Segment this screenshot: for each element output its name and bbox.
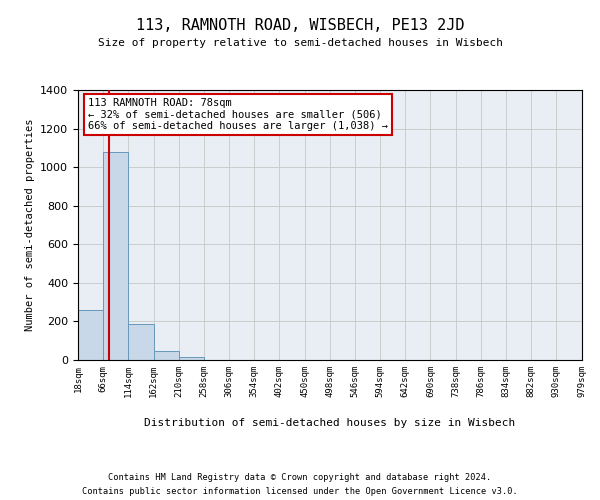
Bar	[179, 357, 204, 360]
Text: 113 RAMNOTH ROAD: 78sqm
← 32% of semi-detached houses are smaller (506)
66% of s: 113 RAMNOTH ROAD: 78sqm ← 32% of semi-de…	[88, 98, 388, 132]
Text: Contains HM Land Registry data © Crown copyright and database right 2024.: Contains HM Land Registry data © Crown c…	[109, 473, 491, 482]
Bar	[154, 352, 179, 360]
Bar	[78, 310, 103, 360]
Bar	[103, 152, 128, 360]
Text: 113, RAMNOTH ROAD, WISBECH, PE13 2JD: 113, RAMNOTH ROAD, WISBECH, PE13 2JD	[136, 18, 464, 32]
Bar	[128, 324, 154, 360]
Text: Size of property relative to semi-detached houses in Wisbech: Size of property relative to semi-detach…	[97, 38, 503, 48]
Y-axis label: Number of semi-detached properties: Number of semi-detached properties	[25, 118, 35, 331]
Text: Distribution of semi-detached houses by size in Wisbech: Distribution of semi-detached houses by …	[145, 418, 515, 428]
Text: Contains public sector information licensed under the Open Government Licence v3: Contains public sector information licen…	[82, 486, 518, 496]
